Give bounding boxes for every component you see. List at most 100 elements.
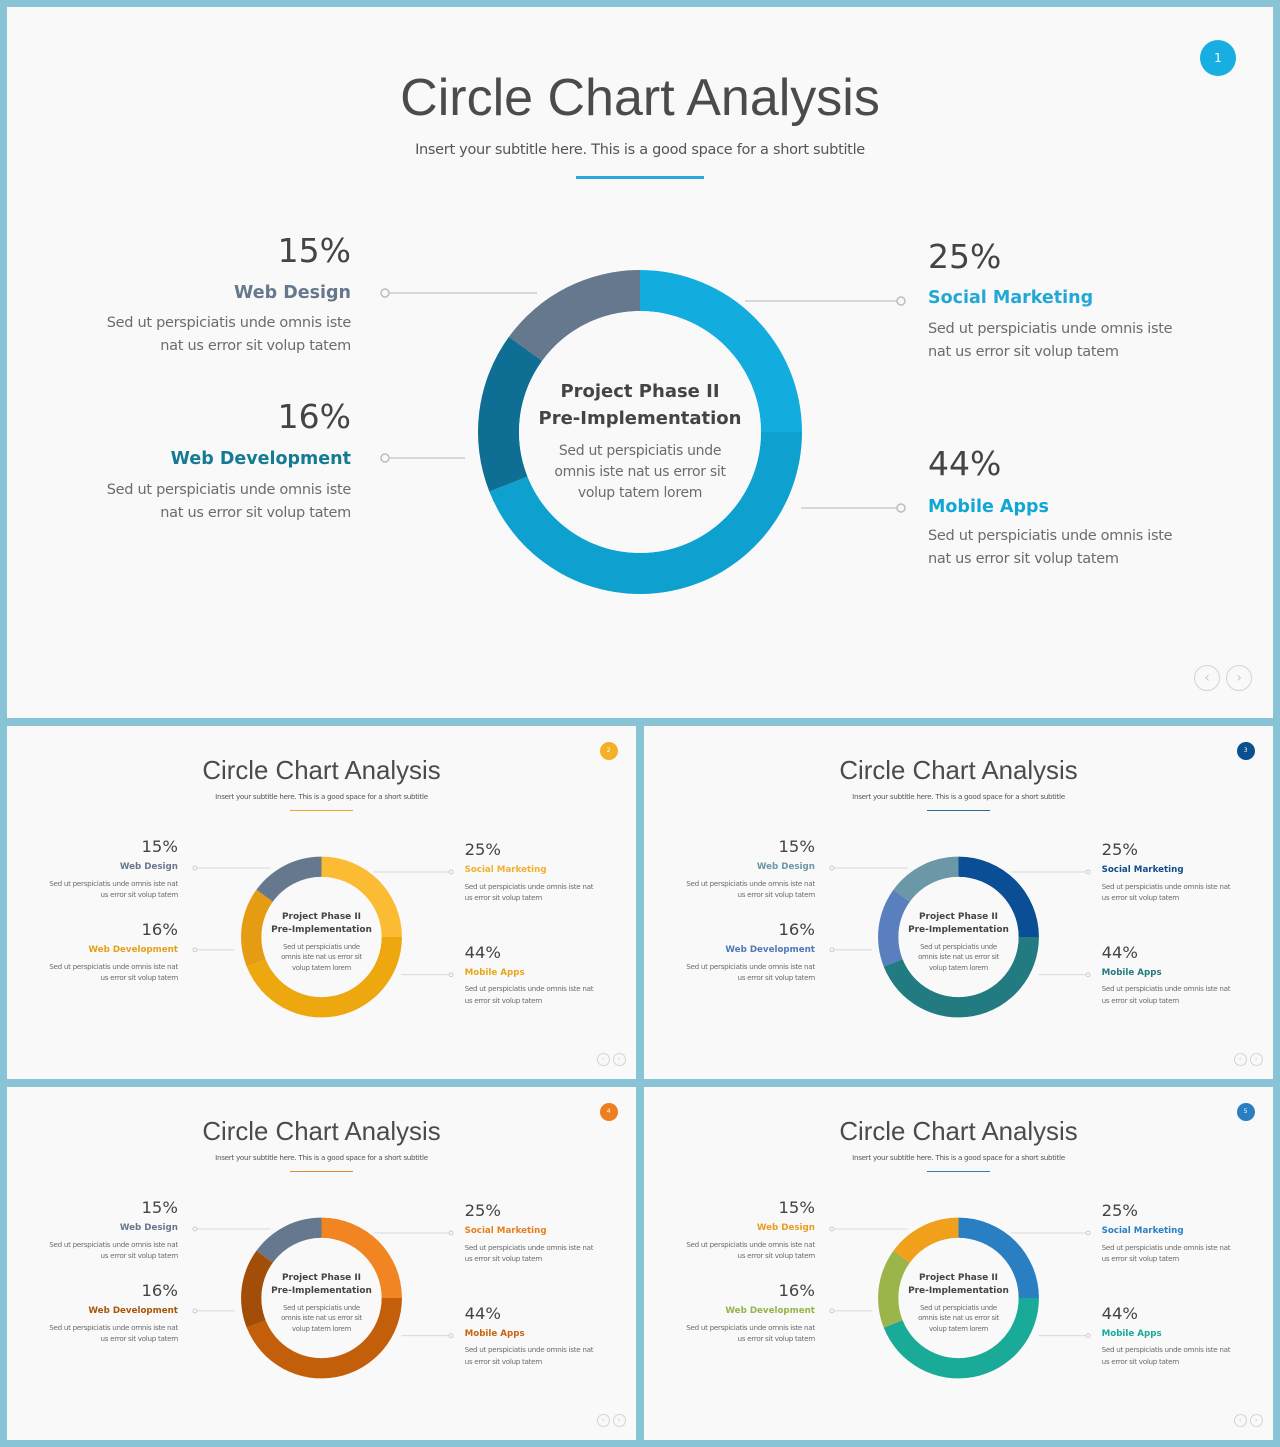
social-marketing-connector-dot	[448, 869, 454, 875]
title-underline	[289, 1170, 354, 1173]
web-development-slice	[878, 889, 910, 967]
web-design-percent: 15%	[277, 231, 351, 270]
title-underline	[576, 176, 704, 179]
page-number-badge: 1	[1200, 40, 1236, 76]
donut-hole	[261, 876, 382, 998]
web-development-label: Web Development	[170, 449, 351, 469]
page-number-badge: 4	[599, 1103, 618, 1122]
title-underline	[926, 809, 991, 812]
social-marketing-connector-dot	[1085, 1230, 1091, 1236]
web-design-percent: 15%	[778, 837, 815, 857]
prev-slide-button[interactable]: ‹	[596, 1413, 610, 1427]
mobile-apps-description: Sed ut perspiciatis unde omnis iste nat …	[1101, 984, 1231, 1005]
social-marketing-percent: 25%	[1101, 1201, 1138, 1221]
web-design-slice	[256, 1217, 322, 1263]
social-marketing-percent: 25%	[464, 840, 501, 860]
center-title-line2: Pre-Implementation	[908, 1286, 1009, 1297]
social-marketing-slice	[958, 1217, 1039, 1299]
center-title-line2: Pre-Implementation	[908, 925, 1009, 936]
web-design-connector-dot	[829, 865, 835, 871]
prev-slide-button[interactable]: ‹	[596, 1052, 610, 1066]
page-subtitle: Insert your subtitle here. This is a goo…	[852, 792, 1065, 802]
web-design-slice	[893, 1217, 959, 1263]
donut-chart	[192, 1217, 454, 1379]
prev-slide-button[interactable]: ‹	[1233, 1413, 1247, 1427]
web-design-connector-dot	[192, 1226, 198, 1232]
web-development-label: Web Development	[725, 944, 815, 955]
social-marketing-percent: 25%	[928, 237, 1002, 276]
web-design-connector-dot	[380, 288, 390, 298]
mobile-apps-slice	[883, 937, 1039, 1018]
web-development-slice	[241, 1250, 273, 1328]
center-title-line1: Project Phase II	[281, 1272, 361, 1283]
web-development-slice	[477, 336, 543, 492]
web-development-percent: 16%	[778, 919, 815, 939]
center-description: Sed ut perspiciatis unde omnis iste nat …	[281, 1303, 362, 1333]
social-marketing-percent: 25%	[1101, 840, 1138, 860]
web-design-slice	[508, 270, 640, 361]
center-title-line1: Project Phase II	[281, 911, 361, 922]
next-slide-button[interactable]: ›	[1226, 665, 1252, 691]
donut-chart	[380, 270, 906, 594]
mobile-apps-description: Sed ut perspiciatis unde omnis iste nat …	[464, 984, 594, 1005]
mobile-apps-percent: 44%	[464, 1304, 501, 1324]
donut-hole	[898, 876, 1019, 998]
web-design-label: Web Design	[756, 862, 815, 873]
prev-slide-button[interactable]: ‹	[1233, 1052, 1247, 1066]
donut-hole	[898, 1237, 1019, 1359]
web-development-connector-dot	[192, 947, 198, 953]
page-title: Circle Chart Analysis	[839, 756, 1078, 785]
center-description: Sed ut perspiciatis unde omnis iste nat …	[918, 1303, 999, 1333]
center-title-line2: Pre-Implementation	[538, 408, 742, 429]
social-marketing-connector-dot	[1085, 869, 1091, 875]
web-design-description: Sed ut perspiciatis unde omnis iste nat …	[49, 1239, 178, 1260]
web-development-description: Sed ut perspiciatis unde omnis iste nat …	[49, 1322, 178, 1343]
web-development-label: Web Development	[88, 1305, 178, 1316]
web-design-description: Sed ut perspiciatis unde omnis iste nat …	[49, 878, 178, 899]
donut-hole	[519, 311, 761, 553]
mobile-apps-label: Mobile Apps	[928, 497, 1049, 517]
donut-chart	[192, 856, 454, 1018]
center-description: Sed ut perspiciatis unde omnis iste nat …	[281, 942, 362, 972]
page-subtitle: Insert your subtitle here. This is a goo…	[852, 1153, 1065, 1163]
web-design-percent: 15%	[141, 837, 178, 857]
web-design-label: Web Design	[119, 862, 178, 873]
web-design-connector-dot	[192, 865, 198, 871]
page-number-badge: 5	[1236, 1103, 1255, 1122]
mobile-apps-description: Sed ut perspiciatis unde omnis iste nat …	[928, 528, 1173, 567]
mobile-apps-connector-dot	[448, 1333, 454, 1339]
center-title-line1: Project Phase II	[918, 1272, 998, 1283]
web-development-description: Sed ut perspiciatis unde omnis iste nat …	[686, 1322, 815, 1343]
web-design-description: Sed ut perspiciatis unde omnis iste nat …	[106, 315, 352, 354]
social-marketing-slice	[958, 856, 1039, 938]
web-development-description: Sed ut perspiciatis unde omnis iste nat …	[686, 961, 815, 982]
web-development-slice	[878, 1250, 910, 1328]
web-design-slice	[893, 856, 959, 902]
web-development-description: Sed ut perspiciatis unde omnis iste nat …	[106, 482, 352, 521]
next-slide-button[interactable]: ›	[1249, 1413, 1263, 1427]
mobile-apps-connector-dot	[1085, 972, 1091, 978]
web-development-label: Web Development	[88, 944, 178, 955]
slide-4: Circle Chart Analysis Insert your subtitl…	[7, 1087, 636, 1440]
social-marketing-label: Social Marketing	[1101, 1225, 1184, 1236]
social-marketing-slice	[640, 270, 802, 432]
web-development-description: Sed ut perspiciatis unde omnis iste nat …	[49, 961, 178, 982]
next-slide-button[interactable]: ›	[612, 1413, 626, 1427]
page-title: Circle Chart Analysis	[202, 1117, 441, 1146]
slide-3: Circle Chart Analysis Insert your subtitl…	[644, 726, 1273, 1079]
social-marketing-slice	[321, 1217, 402, 1299]
web-design-connector-dot	[829, 1226, 835, 1232]
page-subtitle: Insert your subtitle here. This is a goo…	[415, 142, 865, 158]
social-marketing-label: Social Marketing	[928, 288, 1094, 308]
social-marketing-label: Social Marketing	[464, 864, 547, 875]
social-marketing-label: Social Marketing	[464, 1225, 547, 1236]
prev-slide-button[interactable]: ‹	[1194, 665, 1220, 691]
page-number-badge: 3	[1236, 742, 1255, 761]
next-slide-button[interactable]: ›	[612, 1052, 626, 1066]
mobile-apps-slice	[883, 1298, 1039, 1379]
title-underline	[926, 1170, 991, 1173]
next-slide-button[interactable]: ›	[1249, 1052, 1263, 1066]
mobile-apps-slice	[489, 432, 802, 594]
social-marketing-description: Sed ut perspiciatis unde omnis iste nat …	[464, 881, 594, 902]
title-underline	[289, 809, 354, 812]
